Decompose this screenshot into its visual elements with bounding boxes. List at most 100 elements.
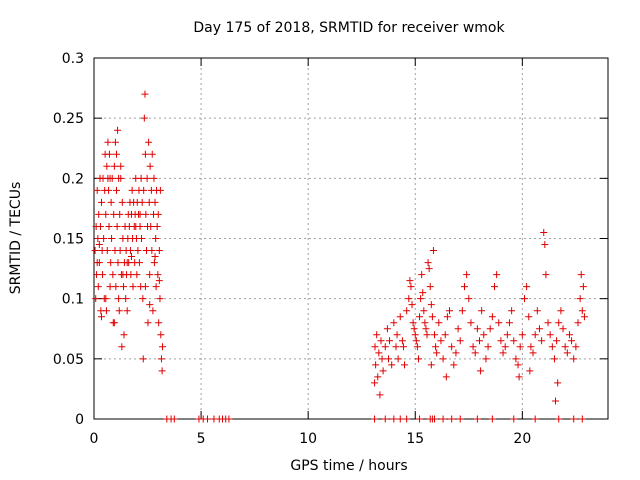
data-point <box>155 247 163 255</box>
data-point <box>486 325 494 333</box>
data-point <box>147 222 155 230</box>
data-point <box>565 331 573 339</box>
data-point <box>135 259 143 267</box>
x-tick-label: 5 <box>197 431 206 447</box>
data-point <box>548 343 556 351</box>
data-point <box>140 186 148 194</box>
y-axis-label: SRMTID / TECUs <box>8 182 24 295</box>
data-point <box>133 271 141 279</box>
data-point <box>379 367 387 375</box>
data-point <box>572 343 580 351</box>
data-point <box>520 295 528 303</box>
x-tick-label: 10 <box>299 431 317 447</box>
data-point <box>518 331 526 339</box>
data-point <box>510 415 518 423</box>
data-point <box>471 349 479 357</box>
data-point <box>116 210 124 218</box>
data-point <box>119 271 127 279</box>
data-point <box>497 337 505 345</box>
data-point <box>432 343 440 351</box>
data-point <box>106 283 114 291</box>
data-point <box>153 222 161 230</box>
data-point <box>499 349 507 357</box>
data-point <box>512 355 520 363</box>
data-point <box>102 307 110 315</box>
data-point <box>435 319 443 327</box>
data-point <box>141 283 149 291</box>
data-point <box>149 307 157 315</box>
data-point <box>146 162 154 170</box>
data-point <box>555 415 563 423</box>
data-point <box>452 349 460 357</box>
data-point <box>508 307 516 315</box>
data-point <box>225 415 233 423</box>
data-point <box>97 198 105 206</box>
data-point <box>204 415 212 423</box>
data-point <box>503 331 511 339</box>
data-point <box>154 210 162 218</box>
data-point <box>419 289 427 297</box>
data-point <box>422 325 430 333</box>
data-point <box>110 319 118 327</box>
data-point <box>570 415 578 423</box>
data-point <box>412 337 420 345</box>
data-point <box>409 319 417 327</box>
data-point <box>420 307 428 315</box>
data-point <box>421 319 429 327</box>
data-point <box>123 259 131 267</box>
data-point <box>126 247 134 255</box>
data-point <box>371 379 379 387</box>
data-point <box>561 343 569 351</box>
data-point <box>390 415 398 423</box>
data-point <box>150 259 158 267</box>
data-point <box>144 319 152 327</box>
data-point <box>478 307 486 315</box>
data-point <box>418 271 426 279</box>
data-point <box>97 313 105 321</box>
data-point <box>112 150 120 158</box>
data-point <box>398 337 406 345</box>
data-point <box>120 331 128 339</box>
data-point <box>577 271 585 279</box>
data-point <box>443 313 451 321</box>
data-point <box>157 331 165 339</box>
data-point <box>546 331 554 339</box>
data-point <box>383 325 391 333</box>
x-axis-label: GPS time / hours <box>290 458 407 474</box>
data-point <box>93 259 101 267</box>
y-tick-label: 0.1 <box>62 292 84 308</box>
data-point <box>156 186 164 194</box>
data-point <box>568 337 576 345</box>
data-point <box>570 355 578 363</box>
data-point <box>148 247 156 255</box>
data-point <box>531 415 539 423</box>
data-point <box>114 126 122 134</box>
data-point <box>396 415 404 423</box>
data-point <box>104 138 112 146</box>
data-points <box>91 90 588 423</box>
data-point <box>139 295 147 303</box>
data-point <box>122 295 130 303</box>
data-point <box>107 198 115 206</box>
data-point <box>118 198 126 206</box>
data-point <box>156 295 164 303</box>
data-point <box>95 241 103 249</box>
data-point <box>429 247 437 255</box>
data-point <box>393 331 401 339</box>
data-point <box>426 283 434 291</box>
data-point <box>533 307 541 315</box>
data-point <box>525 313 533 321</box>
data-point <box>108 235 116 242</box>
data-point <box>484 343 492 351</box>
data-point <box>104 174 112 182</box>
x-tick-label: 15 <box>406 431 424 447</box>
data-point <box>117 162 125 170</box>
data-point <box>405 295 413 303</box>
data-point <box>495 319 503 327</box>
y-tick-label: 0.3 <box>62 51 84 67</box>
data-point <box>555 319 563 327</box>
data-point <box>482 355 490 363</box>
data-point <box>378 355 386 363</box>
data-point <box>375 349 383 357</box>
data-point <box>105 186 113 194</box>
